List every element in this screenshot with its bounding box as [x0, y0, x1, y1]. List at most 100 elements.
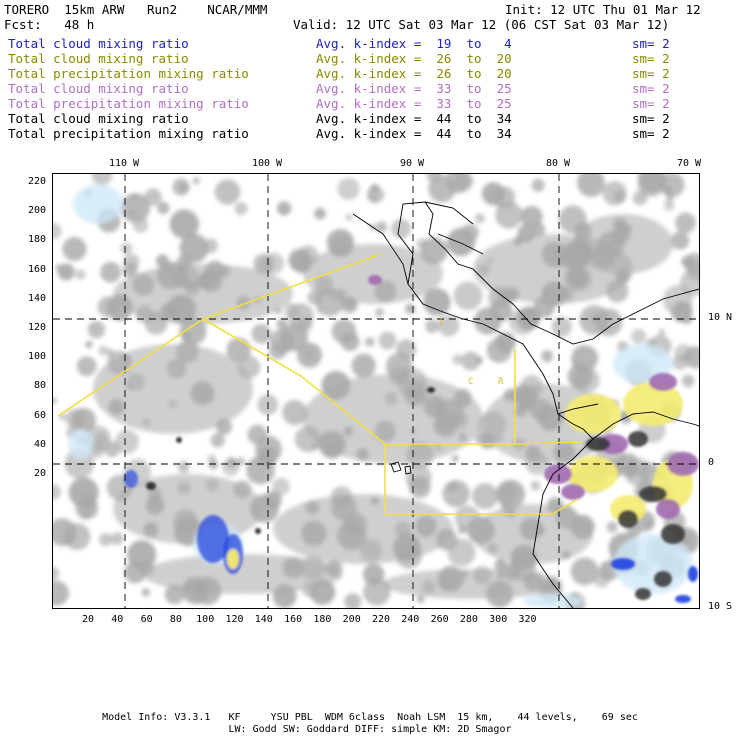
cloud-cell — [257, 446, 278, 467]
cloud-cell — [190, 381, 215, 406]
cloud-cell — [164, 584, 185, 605]
legend-field: Total precipitation mixing ratio — [8, 66, 249, 81]
cloud-cell — [681, 255, 694, 268]
cloud-cell — [302, 582, 318, 598]
cloud-cell — [111, 532, 124, 545]
cloud-cell — [177, 481, 191, 495]
blue-cell — [675, 595, 691, 603]
cloud-cell — [423, 288, 451, 316]
cloud-cell — [351, 353, 376, 378]
island-galapagos — [404, 465, 412, 475]
cloud-cell — [417, 595, 425, 603]
x-tick-label: 140 — [254, 614, 273, 625]
cloud-cell — [179, 233, 209, 263]
light-blue-patch — [523, 594, 583, 608]
cloud-cell — [321, 370, 351, 400]
cloud-cell — [447, 482, 458, 493]
x-tick-label: 20 — [81, 614, 95, 625]
dark-core — [146, 482, 156, 490]
cloud-cell — [670, 231, 690, 250]
legend-index: Avg. k-index = 26 to 20 — [316, 51, 512, 66]
cloud-cell — [178, 183, 189, 193]
cloud-cell — [208, 459, 219, 470]
cloud-cell — [475, 431, 489, 446]
cloud-cell — [461, 351, 481, 371]
y-tick-label: 40 — [33, 438, 46, 450]
cloud-cell — [331, 319, 357, 344]
cloud-cell — [326, 228, 355, 257]
cloud-cell — [671, 301, 693, 323]
cloud-cell — [405, 464, 432, 491]
convective-features — [124, 275, 699, 603]
y-tick-label: 20 — [33, 468, 46, 479]
box-label: C — [468, 377, 473, 387]
cloud-cell — [378, 331, 397, 350]
cloud-cell — [120, 193, 151, 223]
cloud-cell — [573, 366, 600, 394]
cloud-cell — [392, 533, 421, 562]
cloud-cell — [525, 451, 549, 475]
cloud-region — [303, 244, 443, 304]
cloud-cell — [215, 418, 233, 435]
box-label: 1 — [438, 317, 443, 327]
y-tick-label: 180 — [27, 234, 46, 246]
legend-index: Avg. k-index = 26 to 20 — [316, 66, 512, 81]
cloud-cell — [523, 571, 544, 592]
cloud-cell — [234, 202, 248, 216]
cloud-cell — [665, 194, 674, 203]
cloud-cell — [177, 461, 190, 473]
init-time: Init: 12 UTC Thu 01 Mar 12 — [505, 2, 701, 17]
cloud-cell — [405, 303, 416, 314]
cloud-cell — [318, 430, 346, 459]
cloud-cell — [631, 328, 646, 344]
cloud-cell — [452, 455, 459, 462]
cloud-cell — [672, 354, 688, 370]
cloud-cell — [486, 258, 493, 265]
cloud-cell — [434, 444, 442, 451]
cloud-cell — [57, 263, 75, 281]
cloud-cell — [541, 350, 554, 363]
cloud-cell — [192, 177, 201, 185]
cloud-cell — [520, 205, 543, 229]
cloud-cell — [63, 523, 91, 550]
cloud-cell — [681, 374, 695, 388]
cloud-cell — [502, 562, 521, 581]
cloud-cell — [115, 429, 139, 454]
cloud-cell — [343, 426, 353, 436]
cloud-cell — [553, 441, 576, 464]
cloud-cell — [489, 299, 513, 322]
cloud-cell — [250, 494, 279, 523]
cloud-cell — [206, 479, 219, 492]
cloud-cell — [519, 517, 543, 541]
x-tick-label: 180 — [313, 614, 332, 625]
cloud-cell — [274, 307, 282, 315]
cloud-cell — [276, 318, 288, 329]
box-label: R — [498, 377, 504, 387]
cloud-cell — [426, 174, 442, 183]
lon-label: 70 W — [676, 158, 702, 169]
cloud-cell — [433, 412, 458, 437]
cloud-cell — [179, 318, 207, 345]
cloud-cell — [144, 188, 162, 206]
cloud-cell — [637, 174, 666, 197]
cloud-cell — [288, 248, 312, 272]
cloud-cell — [592, 244, 616, 269]
cloud-cell — [108, 399, 125, 415]
purple-cell — [656, 499, 680, 519]
lon-label: 100 W — [251, 158, 283, 169]
x-tick-label: 40 — [111, 614, 124, 625]
dark-core — [661, 524, 685, 544]
cloud-cell — [296, 342, 323, 368]
cloud-cell — [474, 213, 485, 224]
cloud-cell — [473, 566, 492, 585]
light-blue-patch — [68, 429, 93, 459]
cloud-cell — [307, 289, 323, 305]
cloud-cell — [487, 543, 498, 554]
cloud-cell — [301, 520, 327, 546]
cloud-cell — [541, 281, 567, 307]
cloud-cell — [369, 194, 377, 202]
cloud-cell — [555, 506, 579, 530]
purple-cell — [561, 484, 585, 500]
legend-field: Total precipitation mixing ratio — [8, 96, 249, 111]
cloud-cell — [374, 280, 397, 303]
